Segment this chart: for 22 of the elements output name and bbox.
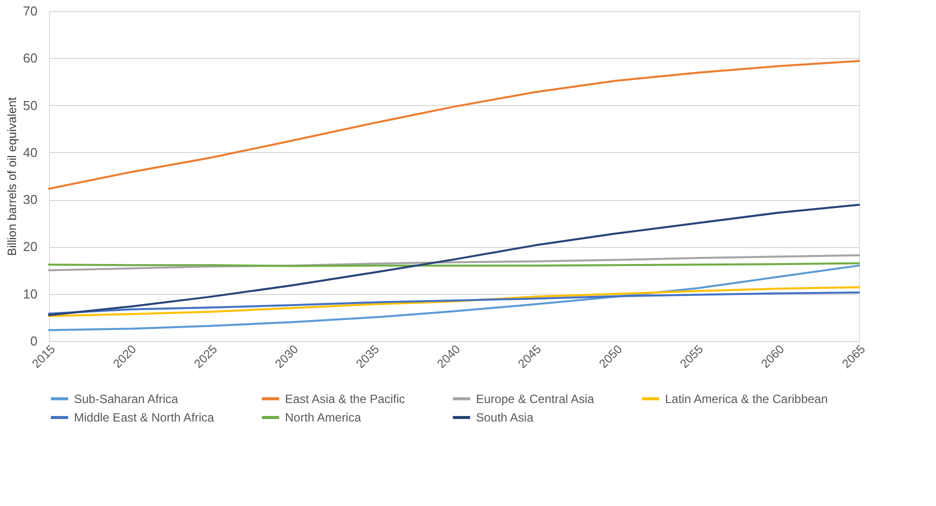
line-series bbox=[48, 286, 860, 318]
line-series bbox=[48, 254, 860, 272]
legend-label: South Asia bbox=[476, 410, 534, 424]
y-tick-label: 0 bbox=[30, 334, 38, 348]
y-tick-label: 60 bbox=[23, 50, 38, 66]
y-tick-label: 10 bbox=[23, 286, 38, 302]
line-series bbox=[48, 264, 860, 332]
legend-label: Latin America & the Caribbean bbox=[665, 392, 828, 406]
legend-label: Sub-Saharan Africa bbox=[74, 392, 178, 406]
legend-label: North America bbox=[285, 410, 362, 424]
y-tick-label: 50 bbox=[23, 98, 38, 113]
line-series bbox=[48, 60, 860, 190]
y-tick-label: 30 bbox=[23, 192, 38, 208]
legend-label: Europe & Central Asia bbox=[476, 392, 594, 406]
y-tick-label: 70 bbox=[23, 4, 38, 18]
y-tick-label: 20 bbox=[23, 239, 38, 254]
line-series bbox=[48, 291, 860, 315]
legend-label: East Asia & the Pacific bbox=[285, 392, 406, 406]
legend-label: Middle East & North Africa bbox=[74, 410, 214, 424]
line-series bbox=[48, 204, 860, 316]
y-tick-label: 40 bbox=[23, 144, 38, 160]
y-axis-title: Billion barrels of oil equivalent bbox=[5, 96, 20, 256]
